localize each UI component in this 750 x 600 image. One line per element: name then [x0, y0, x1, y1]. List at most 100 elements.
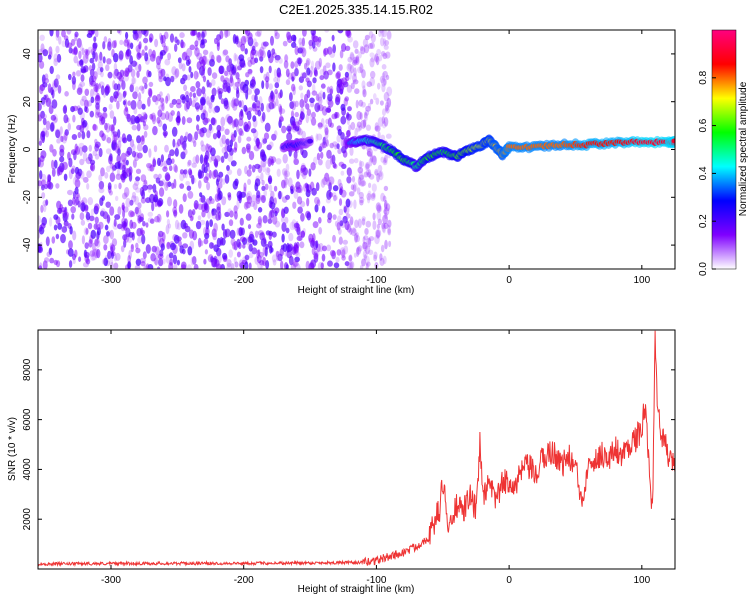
heatmap-noise-cell	[224, 128, 230, 135]
heatmap-noise-cell	[108, 103, 113, 110]
colorbar-tick-label: 0.2	[698, 214, 709, 228]
heatmap-noise-cell	[243, 182, 247, 192]
heatmap-noise-cell	[384, 101, 390, 111]
heatmap-noise-cell	[329, 122, 334, 128]
heatmap-noise-cell	[336, 134, 342, 143]
heatmap-noise-cell	[235, 72, 240, 80]
heatmap-noise-cell	[381, 222, 386, 233]
heatmap-noise-cell	[302, 167, 309, 176]
heatmap-noise-cell	[95, 239, 101, 248]
heatmap-noise-cell	[147, 184, 152, 193]
heatmap-noise-cell	[246, 195, 252, 205]
heatmap-noise-cell	[140, 227, 144, 236]
heatmap-noise-cell	[245, 72, 250, 78]
heatmap-noise-cell	[125, 106, 129, 112]
heatmap-noise-cell	[247, 120, 252, 130]
heatmap-noise-cell	[292, 259, 298, 268]
heatmap-noise-cell	[290, 188, 294, 195]
heatmap-noise-cell	[81, 235, 85, 245]
heatmap-noise-cell	[55, 74, 61, 80]
heatmap-noise-cell	[52, 148, 57, 157]
heatmap-noise-cell	[116, 90, 120, 97]
heatmap-noise-cell	[122, 208, 126, 219]
heatmap-noise-cell	[265, 71, 270, 80]
heatmap-noise-cell	[164, 181, 169, 191]
heatmap-noise-cell	[209, 51, 214, 61]
heatmap-noise-cell	[101, 195, 105, 201]
heatmap-noise-cell	[136, 152, 143, 159]
heatmap-noise-cell	[201, 163, 206, 174]
heatmap-noise-cell	[109, 110, 115, 119]
heatmap-noise-cell	[296, 121, 300, 130]
heatmap-noise-cell	[327, 217, 332, 224]
heatmap-noise-cell	[286, 125, 292, 132]
heatmap-noise-cell	[86, 183, 90, 190]
heatmap-noise-cell	[351, 175, 356, 183]
heatmap-noise-cell	[359, 112, 363, 120]
heatmap-noise-cell	[232, 180, 238, 190]
heatmap-noise-cell	[121, 80, 126, 90]
heatmap-noise-cell	[182, 193, 187, 203]
heatmap-noise-cell	[171, 98, 177, 105]
heatmap-noise-cell	[328, 176, 335, 185]
heatmap-noise-cell	[326, 86, 331, 94]
heatmap-noise-cell	[354, 219, 359, 229]
heatmap-noise-cell	[61, 30, 66, 38]
heatmap-noise-cell	[55, 30, 60, 38]
heatmap-noise-cell	[102, 56, 106, 64]
heatmap-noise-cell	[334, 220, 338, 227]
heatmap-noise-cell	[81, 95, 87, 102]
heatmap-noise-cell	[84, 242, 89, 250]
heatmap-noise-cell	[385, 133, 392, 139]
x-tick-label: 100	[633, 575, 650, 586]
heatmap-noise-cell	[247, 68, 253, 74]
heatmap-noise-cell	[44, 183, 48, 190]
heatmap-noise-cell	[197, 237, 202, 248]
heatmap-noise-cell	[38, 246, 43, 254]
heatmap-noise-cell	[236, 86, 240, 95]
heatmap-noise-cell	[278, 92, 282, 99]
heatmap-noise-cell	[161, 231, 166, 242]
heatmap-noise-cell	[349, 146, 354, 156]
heatmap-noise-cell	[386, 30, 392, 40]
heatmap-noise-cell	[289, 92, 293, 102]
heatmap-noise-cell	[294, 256, 300, 263]
heatmap-noise-cell	[299, 41, 303, 52]
heatmap-noise-cell	[315, 93, 320, 101]
heatmap-noise-cell	[215, 263, 222, 269]
heatmap-noise-cell	[314, 196, 320, 205]
heatmap-noise-cell	[234, 81, 240, 88]
heatmap-noise-cell	[349, 64, 354, 74]
heatmap-noise-cell	[348, 191, 355, 197]
heatmap-noise-cell	[287, 123, 294, 130]
heatmap-noise-cell	[180, 39, 184, 49]
heatmap-noise-cell	[306, 197, 310, 207]
heatmap-noise-cell	[239, 236, 246, 242]
heatmap-noise-cell	[184, 168, 188, 179]
heatmap-noise-cell	[202, 49, 209, 56]
heatmap-noise-cell	[300, 230, 306, 238]
heatmap-noise-cell	[193, 140, 197, 148]
heatmap-noise-cell	[309, 112, 313, 122]
heatmap-noise-cell	[126, 113, 131, 123]
heatmap-noise-cell	[284, 216, 289, 224]
heatmap-noise-cell	[55, 183, 60, 189]
heatmap-noise-cell	[335, 94, 341, 103]
heatmap-noise-cell	[82, 53, 89, 64]
heatmap-noise-cell	[98, 174, 103, 182]
heatmap-noise-cell	[346, 113, 352, 121]
heatmap-noise-cell	[238, 128, 243, 136]
heatmap-noise-cell	[374, 122, 379, 131]
heatmap-noise-cell	[271, 231, 277, 238]
heatmap-noise-cell	[285, 264, 289, 269]
heatmap-noise-cell	[92, 248, 98, 257]
heatmap-noise-cell	[98, 180, 105, 190]
heatmap-noise-cell	[353, 58, 357, 65]
heatmap-noise-cell	[215, 54, 222, 63]
heatmap-noise-cell	[236, 251, 241, 258]
heatmap-noise-cell	[262, 256, 267, 267]
heatmap-noise-cell	[137, 30, 143, 39]
heatmap-noise-cell	[386, 30, 392, 41]
heatmap-noise-cell	[213, 222, 218, 233]
heatmap-noise-cell	[74, 173, 80, 183]
